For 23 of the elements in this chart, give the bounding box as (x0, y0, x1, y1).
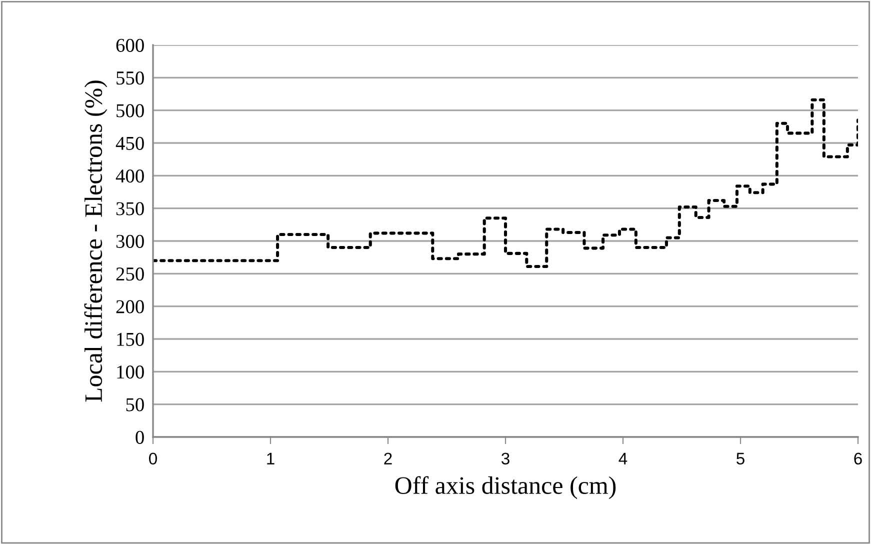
x-tick-label: 4 (618, 452, 628, 464)
y-tick-label: 300 (116, 234, 144, 248)
y-tick-label: 450 (116, 136, 144, 150)
y-tick-label: 100 (117, 365, 144, 379)
x-tick-label: 2 (384, 452, 392, 464)
y-tick-label: 150 (117, 332, 144, 346)
x-tick-label: 5 (736, 452, 744, 465)
x-tick-label: 6 (854, 452, 862, 465)
y-tick-label: 200 (116, 300, 144, 314)
y-tick-label: 0 (136, 430, 144, 444)
y-axis-title: Local difference - Electrons (%) (84, 80, 108, 402)
x-tick-label: 3 (502, 452, 510, 465)
y-tick-label: 250 (116, 267, 144, 281)
x-tick-label: 0 (149, 452, 157, 465)
y-tick-label: 50 (126, 398, 144, 412)
line-series (153, 98, 858, 268)
y-tick-label: 550 (116, 71, 144, 85)
y-tick-label: 350 (116, 202, 144, 216)
x-tick-label: 1 (267, 452, 274, 464)
y-tick-label: 500 (116, 104, 144, 118)
y-tick-label: 400 (116, 169, 144, 183)
y-tick-label: 600 (116, 38, 144, 52)
x-axis-title: Off axis distance (cm) (395, 476, 616, 500)
